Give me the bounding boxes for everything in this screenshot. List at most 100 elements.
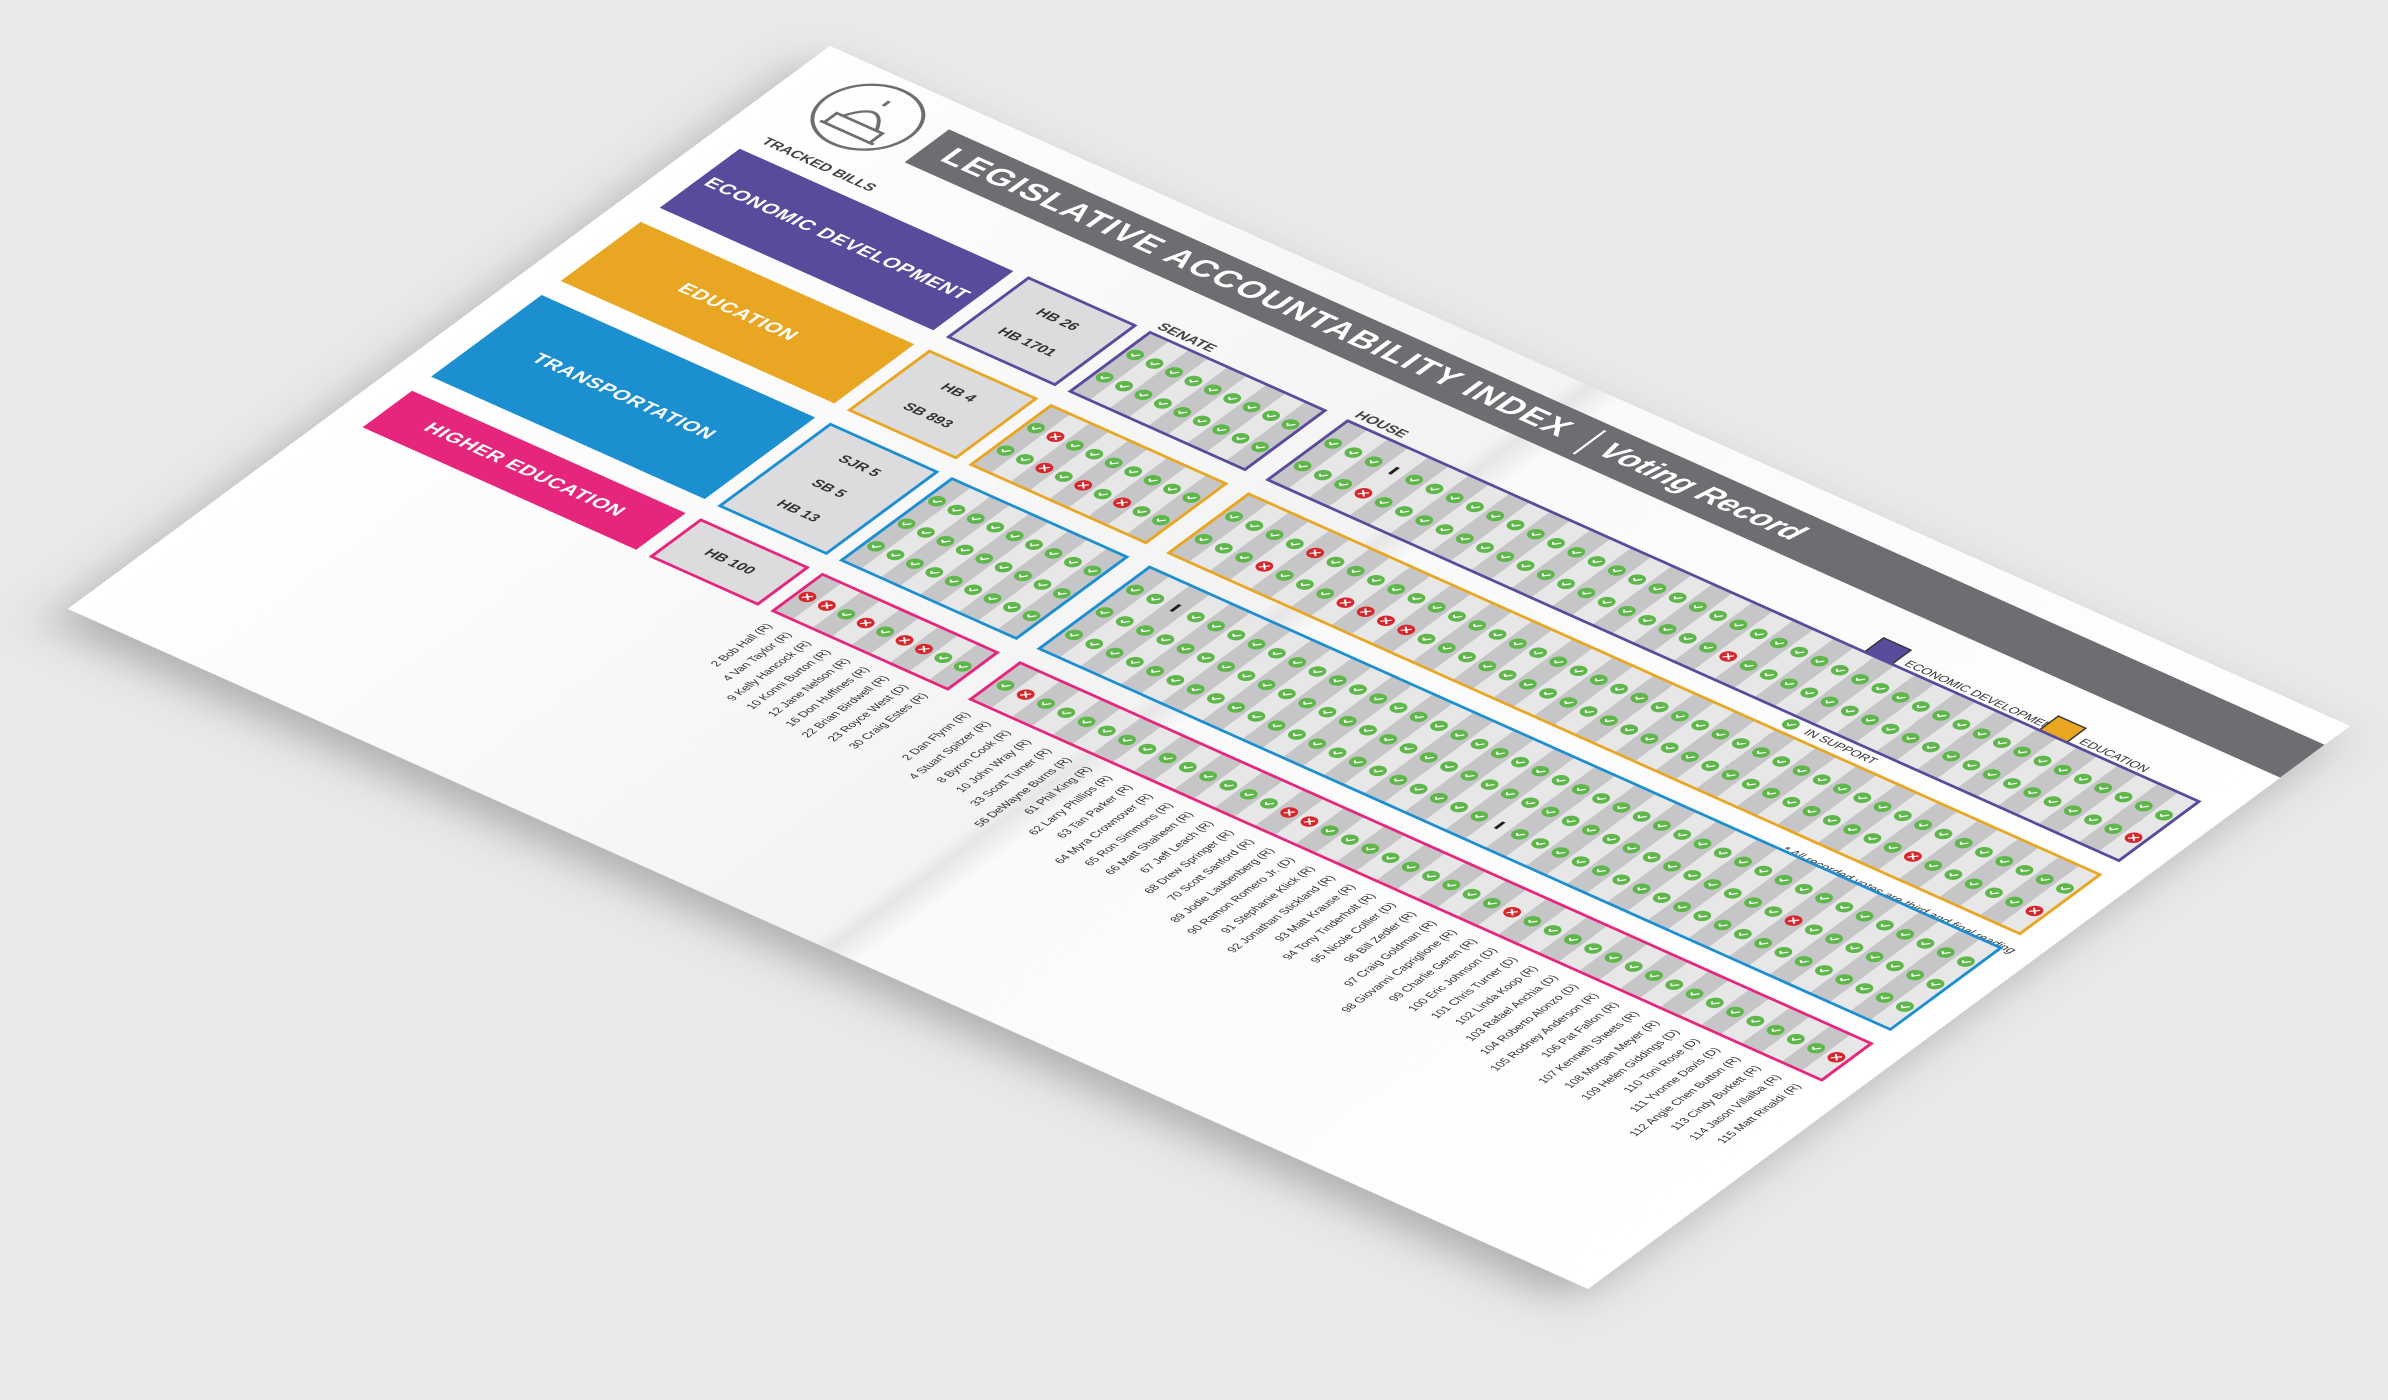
support-icon <box>1571 856 1590 867</box>
vote-icon <box>1136 625 1154 636</box>
support-icon <box>1134 389 1153 401</box>
check <box>1098 492 1108 496</box>
support-icon <box>964 584 983 595</box>
check <box>1240 555 1250 560</box>
vote-icon <box>1143 475 1162 486</box>
grid-column <box>1675 720 1776 789</box>
support-icon <box>1993 737 2011 748</box>
vote-icon <box>1460 770 1479 781</box>
support-icon <box>1703 879 1722 890</box>
check <box>1290 542 1300 546</box>
support-icon <box>1488 629 1507 640</box>
check <box>1683 636 1693 641</box>
grid-column <box>1693 611 1794 680</box>
vote-icon <box>1733 928 1752 940</box>
support-icon <box>1569 665 1588 677</box>
support-icon <box>1543 925 1562 936</box>
support-icon <box>1952 719 1971 730</box>
support-icon <box>1754 937 1773 949</box>
vote-icon <box>1541 806 1560 818</box>
vote-icon <box>1539 688 1558 699</box>
vote-icon <box>1660 742 1679 753</box>
support-icon <box>1921 741 1940 753</box>
check <box>1584 710 1594 714</box>
grid-column <box>1009 422 1110 491</box>
support-icon <box>1460 770 1479 781</box>
support-icon <box>1957 956 1975 967</box>
support-icon <box>1257 679 1276 691</box>
support-icon <box>1207 620 1225 632</box>
support-icon <box>1794 956 1813 967</box>
grid-column <box>1432 611 1533 680</box>
vote-icon <box>1726 1006 1744 1018</box>
vote-icon <box>1374 497 1393 508</box>
check <box>1404 746 1414 751</box>
support-icon <box>1126 349 1145 361</box>
vote-icon <box>1219 780 1238 791</box>
check <box>1191 687 1201 692</box>
vote-icon <box>1855 911 1874 922</box>
check <box>1394 778 1404 782</box>
vote-icon <box>1326 556 1345 568</box>
vote-icon <box>1622 842 1641 854</box>
vote-icon <box>1739 660 1758 671</box>
support-icon <box>1093 488 1112 500</box>
check <box>1901 932 1911 937</box>
check <box>1183 765 1193 769</box>
vote-icon <box>1749 628 1768 640</box>
support-icon <box>1077 716 1096 728</box>
support-icon <box>1486 510 1505 522</box>
check <box>1779 950 1789 955</box>
check <box>1663 627 1673 632</box>
grid-column <box>971 405 1071 474</box>
vote-icon <box>1450 801 1469 813</box>
vote-icon <box>1752 747 1770 758</box>
support-icon <box>1924 860 1943 871</box>
check <box>1139 393 1149 397</box>
check <box>1612 569 1622 573</box>
check <box>881 630 891 634</box>
check <box>1379 500 1389 505</box>
support-icon <box>1247 711 1266 722</box>
check <box>1420 518 1430 523</box>
check <box>1264 801 1275 806</box>
support-icon <box>1288 729 1306 740</box>
vote-icon <box>1861 714 1880 726</box>
check <box>1795 650 1805 654</box>
support-icon <box>1407 593 1426 604</box>
vote-icon <box>1118 734 1136 746</box>
support-icon <box>1245 520 1264 531</box>
vote-icon <box>1645 970 1663 981</box>
vote-icon <box>1689 601 1707 612</box>
vote-icon <box>1612 874 1631 885</box>
check <box>1886 727 1896 731</box>
grid-column <box>1756 756 1857 825</box>
check <box>1812 1046 1822 1050</box>
vote-icon <box>1245 520 1264 531</box>
grid-column <box>1288 429 1389 498</box>
vote-icon <box>1427 602 1446 613</box>
support-icon <box>1906 969 1925 981</box>
support-icon <box>1584 943 1603 954</box>
category-box <box>431 295 816 500</box>
check <box>1120 619 1130 624</box>
vote-icon <box>1713 847 1732 859</box>
vote-icon <box>1324 438 1343 449</box>
check <box>1916 705 1926 709</box>
check <box>1997 741 2008 745</box>
cross <box>801 593 814 601</box>
support-icon <box>1523 916 1542 927</box>
support-icon <box>1577 587 1596 599</box>
cross <box>1907 853 1919 860</box>
vote-icon <box>1934 828 1953 840</box>
vote-icon <box>1759 669 1778 680</box>
vote-icon <box>1957 956 1975 967</box>
grid-border <box>1036 565 2004 1032</box>
vote-icon <box>1280 807 1299 818</box>
check <box>1819 968 1830 973</box>
check <box>1576 787 1586 792</box>
support-icon <box>2084 814 2102 825</box>
vote-icon <box>2053 764 2072 776</box>
check <box>1100 610 1110 615</box>
check <box>1582 591 1592 595</box>
